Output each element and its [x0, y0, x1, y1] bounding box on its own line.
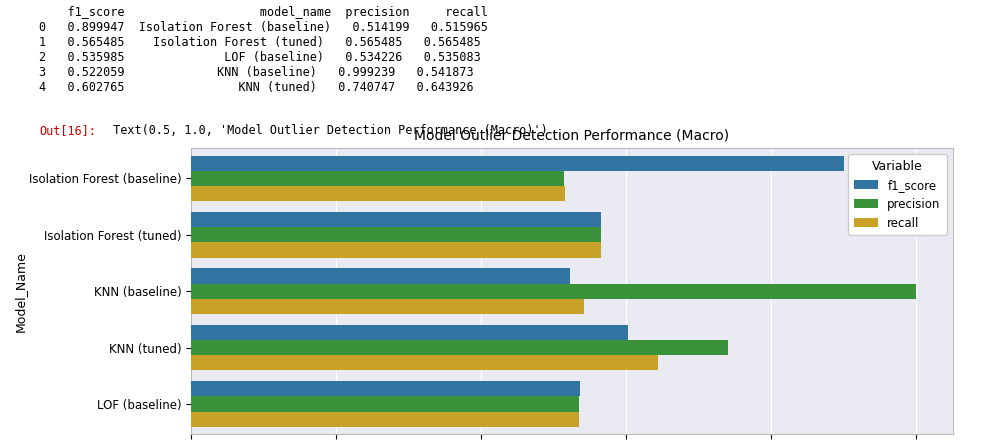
Text: f1_score                   model_name  precision     recall
0   0.899947  Isolat: f1_score model_name precision recall 0 0…: [39, 6, 488, 94]
Bar: [191, 227, 601, 243]
Bar: [191, 212, 601, 227]
Bar: [191, 243, 601, 258]
Text: Out[16]:: Out[16]:: [39, 124, 96, 137]
Legend: f1_score, precision, recall: f1_score, precision, recall: [848, 154, 947, 235]
Bar: [191, 186, 566, 201]
Bar: [191, 325, 628, 340]
Bar: [191, 381, 580, 396]
Bar: [191, 269, 570, 284]
Bar: [191, 171, 565, 186]
Bar: [191, 340, 729, 355]
Bar: [191, 299, 584, 314]
Text: Text(0.5, 1.0, 'Model Outlier Detection Performance (Macro)'): Text(0.5, 1.0, 'Model Outlier Detection …: [106, 124, 548, 137]
Y-axis label: Model_Name: Model_Name: [14, 251, 27, 332]
Bar: [191, 156, 844, 171]
Bar: [191, 284, 916, 299]
Bar: [191, 411, 579, 427]
Bar: [191, 355, 658, 370]
Title: Model Outlier Detection Performance (Macro): Model Outlier Detection Performance (Mac…: [414, 129, 730, 143]
Bar: [191, 396, 578, 411]
